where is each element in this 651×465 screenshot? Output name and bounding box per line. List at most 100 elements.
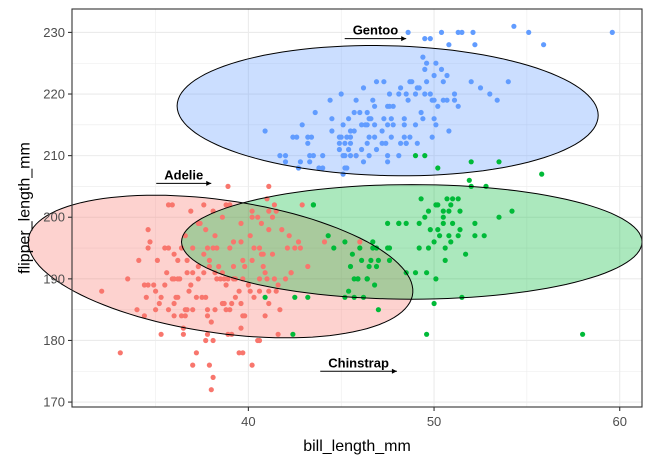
adelie-point — [143, 294, 149, 300]
y-tick-label: 190 — [43, 271, 65, 286]
adelie-point — [269, 214, 276, 220]
adelie-point — [219, 214, 225, 220]
gentoo-point — [297, 159, 303, 165]
gentoo-point — [422, 66, 428, 72]
adelie-point — [199, 294, 205, 300]
gentoo-point — [310, 153, 316, 159]
adelie-point — [245, 282, 251, 288]
chinstrap-point — [372, 282, 378, 288]
adelie-point — [190, 307, 196, 313]
gentoo-point — [388, 116, 394, 122]
adelie-point — [212, 233, 218, 239]
data-points — [99, 23, 615, 393]
gentoo-point — [327, 97, 333, 103]
adelie-point — [153, 307, 159, 313]
adelie-point — [240, 350, 246, 356]
gentoo-point — [412, 122, 419, 128]
ellipse-outlines — [27, 45, 643, 339]
gentoo-point — [307, 153, 313, 159]
chinstrap-point — [416, 245, 422, 251]
gentoo-point — [353, 153, 359, 159]
gentoo-point — [433, 60, 439, 66]
gentoo-point — [422, 91, 428, 97]
gentoo-point — [320, 153, 326, 159]
adelie-point — [256, 288, 263, 294]
adelie-point — [251, 245, 257, 251]
adelie-point — [195, 263, 201, 270]
gentoo-point — [381, 116, 387, 122]
chinstrap-point — [509, 208, 515, 214]
adelie-point — [206, 362, 212, 368]
gentoo-point — [401, 122, 407, 128]
adelie-point — [201, 251, 207, 257]
adelie-point — [141, 282, 147, 288]
gentoo-point — [385, 153, 391, 159]
adelie-point — [295, 239, 302, 245]
adelie-point — [260, 263, 266, 270]
adelie-point — [193, 350, 199, 356]
gentoo-point — [440, 79, 446, 85]
chinstrap-point — [424, 331, 430, 337]
chinstrap-point — [422, 214, 428, 220]
chinstrap-point — [386, 245, 393, 251]
chinstrap-point — [370, 245, 376, 251]
y-tick-label: 230 — [43, 25, 65, 40]
gentoo-point — [372, 134, 378, 140]
gentoo-point — [526, 29, 532, 35]
adelie-point — [242, 313, 248, 319]
gentoo-point — [427, 36, 433, 42]
adelie-point — [273, 288, 279, 294]
gentoo-point — [438, 29, 445, 35]
adelie-point — [195, 276, 201, 282]
y-tick-label: 200 — [43, 210, 65, 225]
chinstrap-point — [351, 276, 357, 282]
adelie-point — [249, 257, 255, 263]
adelie-point — [297, 245, 303, 251]
chinstrap-ellipse-fill — [181, 184, 642, 300]
chinstrap-point — [472, 220, 478, 226]
gentoo-point — [477, 85, 484, 91]
chinstrap-point — [375, 257, 381, 263]
gentoo-point — [511, 23, 517, 29]
chinstrap-point — [347, 263, 354, 270]
chinstrap-point — [427, 227, 433, 233]
adelie-point — [279, 227, 285, 233]
gentoo-point — [351, 109, 357, 116]
gentoo-point — [435, 103, 441, 109]
adelie-point — [208, 387, 214, 393]
gentoo-point — [329, 116, 335, 122]
chinstrap-point — [346, 288, 352, 294]
adelie-point — [284, 245, 290, 251]
gentoo-point — [294, 134, 300, 140]
gentoo-point — [451, 91, 458, 97]
x-tick-label: 40 — [241, 414, 255, 429]
gentoo-point — [360, 159, 367, 165]
gentoo-point — [446, 128, 452, 134]
gentoo-point — [360, 85, 367, 91]
chinstrap-point — [370, 239, 376, 245]
adelie-point — [184, 270, 190, 276]
adelie-point — [162, 245, 168, 251]
chinstrap-point — [424, 270, 430, 276]
adelie-point — [184, 307, 190, 313]
gentoo-point — [340, 153, 346, 159]
gentoo-point — [320, 165, 326, 171]
gentoo-point — [308, 134, 315, 140]
adelie-point — [204, 307, 211, 313]
adelie-point — [247, 288, 253, 294]
adelie-point — [164, 270, 170, 276]
chinstrap-point — [425, 245, 432, 251]
adelie-point — [136, 257, 142, 263]
chinstrap-point — [342, 239, 348, 245]
chinstrap-point — [360, 294, 367, 300]
adelie-point — [255, 214, 261, 220]
adelie-point — [229, 331, 235, 337]
chinstrap-point — [386, 257, 393, 263]
adelie-point — [154, 257, 160, 263]
adelie-point — [180, 331, 186, 337]
adelie-point — [305, 263, 311, 270]
adelie-point — [171, 276, 177, 282]
gentoo-point — [494, 97, 500, 103]
chinstrap-point — [366, 263, 372, 270]
gentoo-point — [336, 134, 342, 140]
